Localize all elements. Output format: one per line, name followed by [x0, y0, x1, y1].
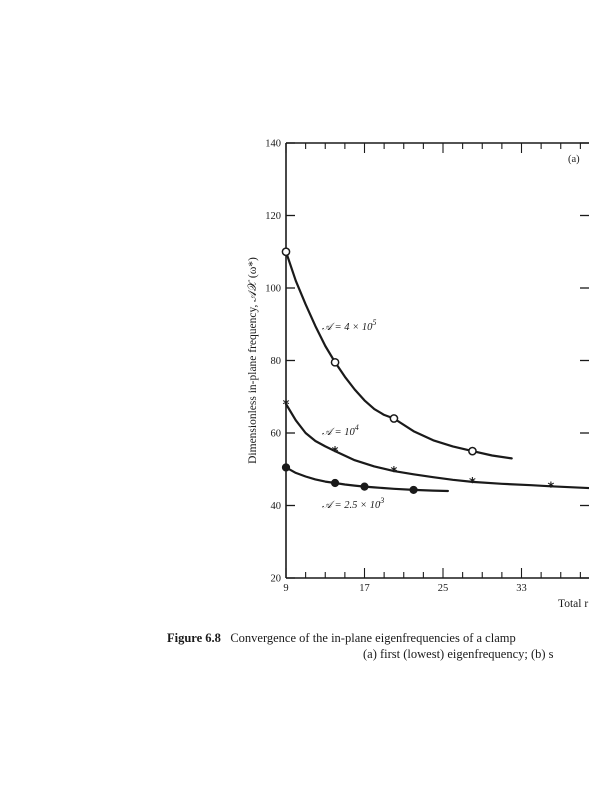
series-label-base: 𝒜 = 10 [322, 427, 356, 438]
x-tick-label: 17 [359, 583, 370, 594]
y-axis-label: Dimensionless in-plane frequency, 𝒜𝒳 (ω*… [247, 257, 259, 464]
data-point-asterisk: * [283, 398, 290, 413]
y-tick-label: 20 [271, 574, 282, 585]
y-tick-label: 100 [265, 284, 281, 295]
chart: 20 40 60 80 100 120 140 9 17 25 33 4 Dimensionless i… [247, 139, 589, 610]
caption-line2: (a) first (lowest) eigenfrequency; (b) s [363, 647, 554, 661]
data-point-asterisk: * [332, 445, 339, 460]
y-tick-label: 120 [265, 211, 281, 222]
series-label-2: 𝒜 = 104 [322, 423, 359, 438]
series-line-1 [284, 250, 513, 460]
x-tick-label: 9 [283, 583, 288, 594]
series-label-exponent: 5 [372, 318, 376, 327]
x-tick-label: 33 [516, 583, 527, 594]
data-point-asterisk: * [469, 476, 476, 491]
series-label-1: 𝒜 = 4 × 105 [322, 318, 376, 333]
series-label-exponent: 3 [379, 496, 384, 505]
data-point-filled-circle [360, 482, 369, 491]
data-point-open-circle [330, 357, 340, 367]
y-tick-label: 40 [271, 501, 282, 512]
data-point-open-circle [281, 247, 291, 257]
data-point-open-circle [389, 414, 399, 423]
series-line-2 [284, 402, 589, 490]
y-tick-label: 80 [271, 356, 282, 367]
series-label-3: 𝒜 = 2.5 × 103 [322, 496, 384, 511]
panel-label: (a) [568, 154, 580, 165]
data-point-open-circle [468, 446, 477, 456]
data-point-asterisk: * [391, 465, 398, 480]
data-point-filled-circle [281, 463, 291, 472]
data-point-asterisk: * [548, 480, 555, 495]
caption-text: Convergence of the in-plane eigenfrequen… [230, 631, 516, 645]
y-tick-label: 60 [271, 429, 282, 440]
figure-caption: Figure 6.8 Convergence of the in-plane e… [167, 630, 589, 662]
x-tick-label: 25 [438, 583, 449, 594]
data-point-filled-circle [330, 478, 340, 488]
series-label-exponent: 4 [355, 423, 359, 432]
series-layer: * * * * * [281, 247, 589, 495]
caption-figure-label: Figure 6.8 [167, 631, 221, 645]
axes: 20 40 60 80 100 120 140 9 17 25 33 4 Dimensionless i… [247, 139, 589, 610]
series-label-base: 𝒜 = 2.5 × 10 [322, 500, 381, 511]
x-axis-label: Total r [558, 598, 588, 610]
series-label-base: 𝒜 = 4 × 10 [322, 322, 373, 333]
data-point-filled-circle [409, 485, 418, 495]
y-tick-label: 140 [265, 139, 281, 150]
annotation-layer: 𝒜 = 4 × 105 𝒜 = 104 𝒜 = 2.5 × 103 [322, 318, 384, 511]
